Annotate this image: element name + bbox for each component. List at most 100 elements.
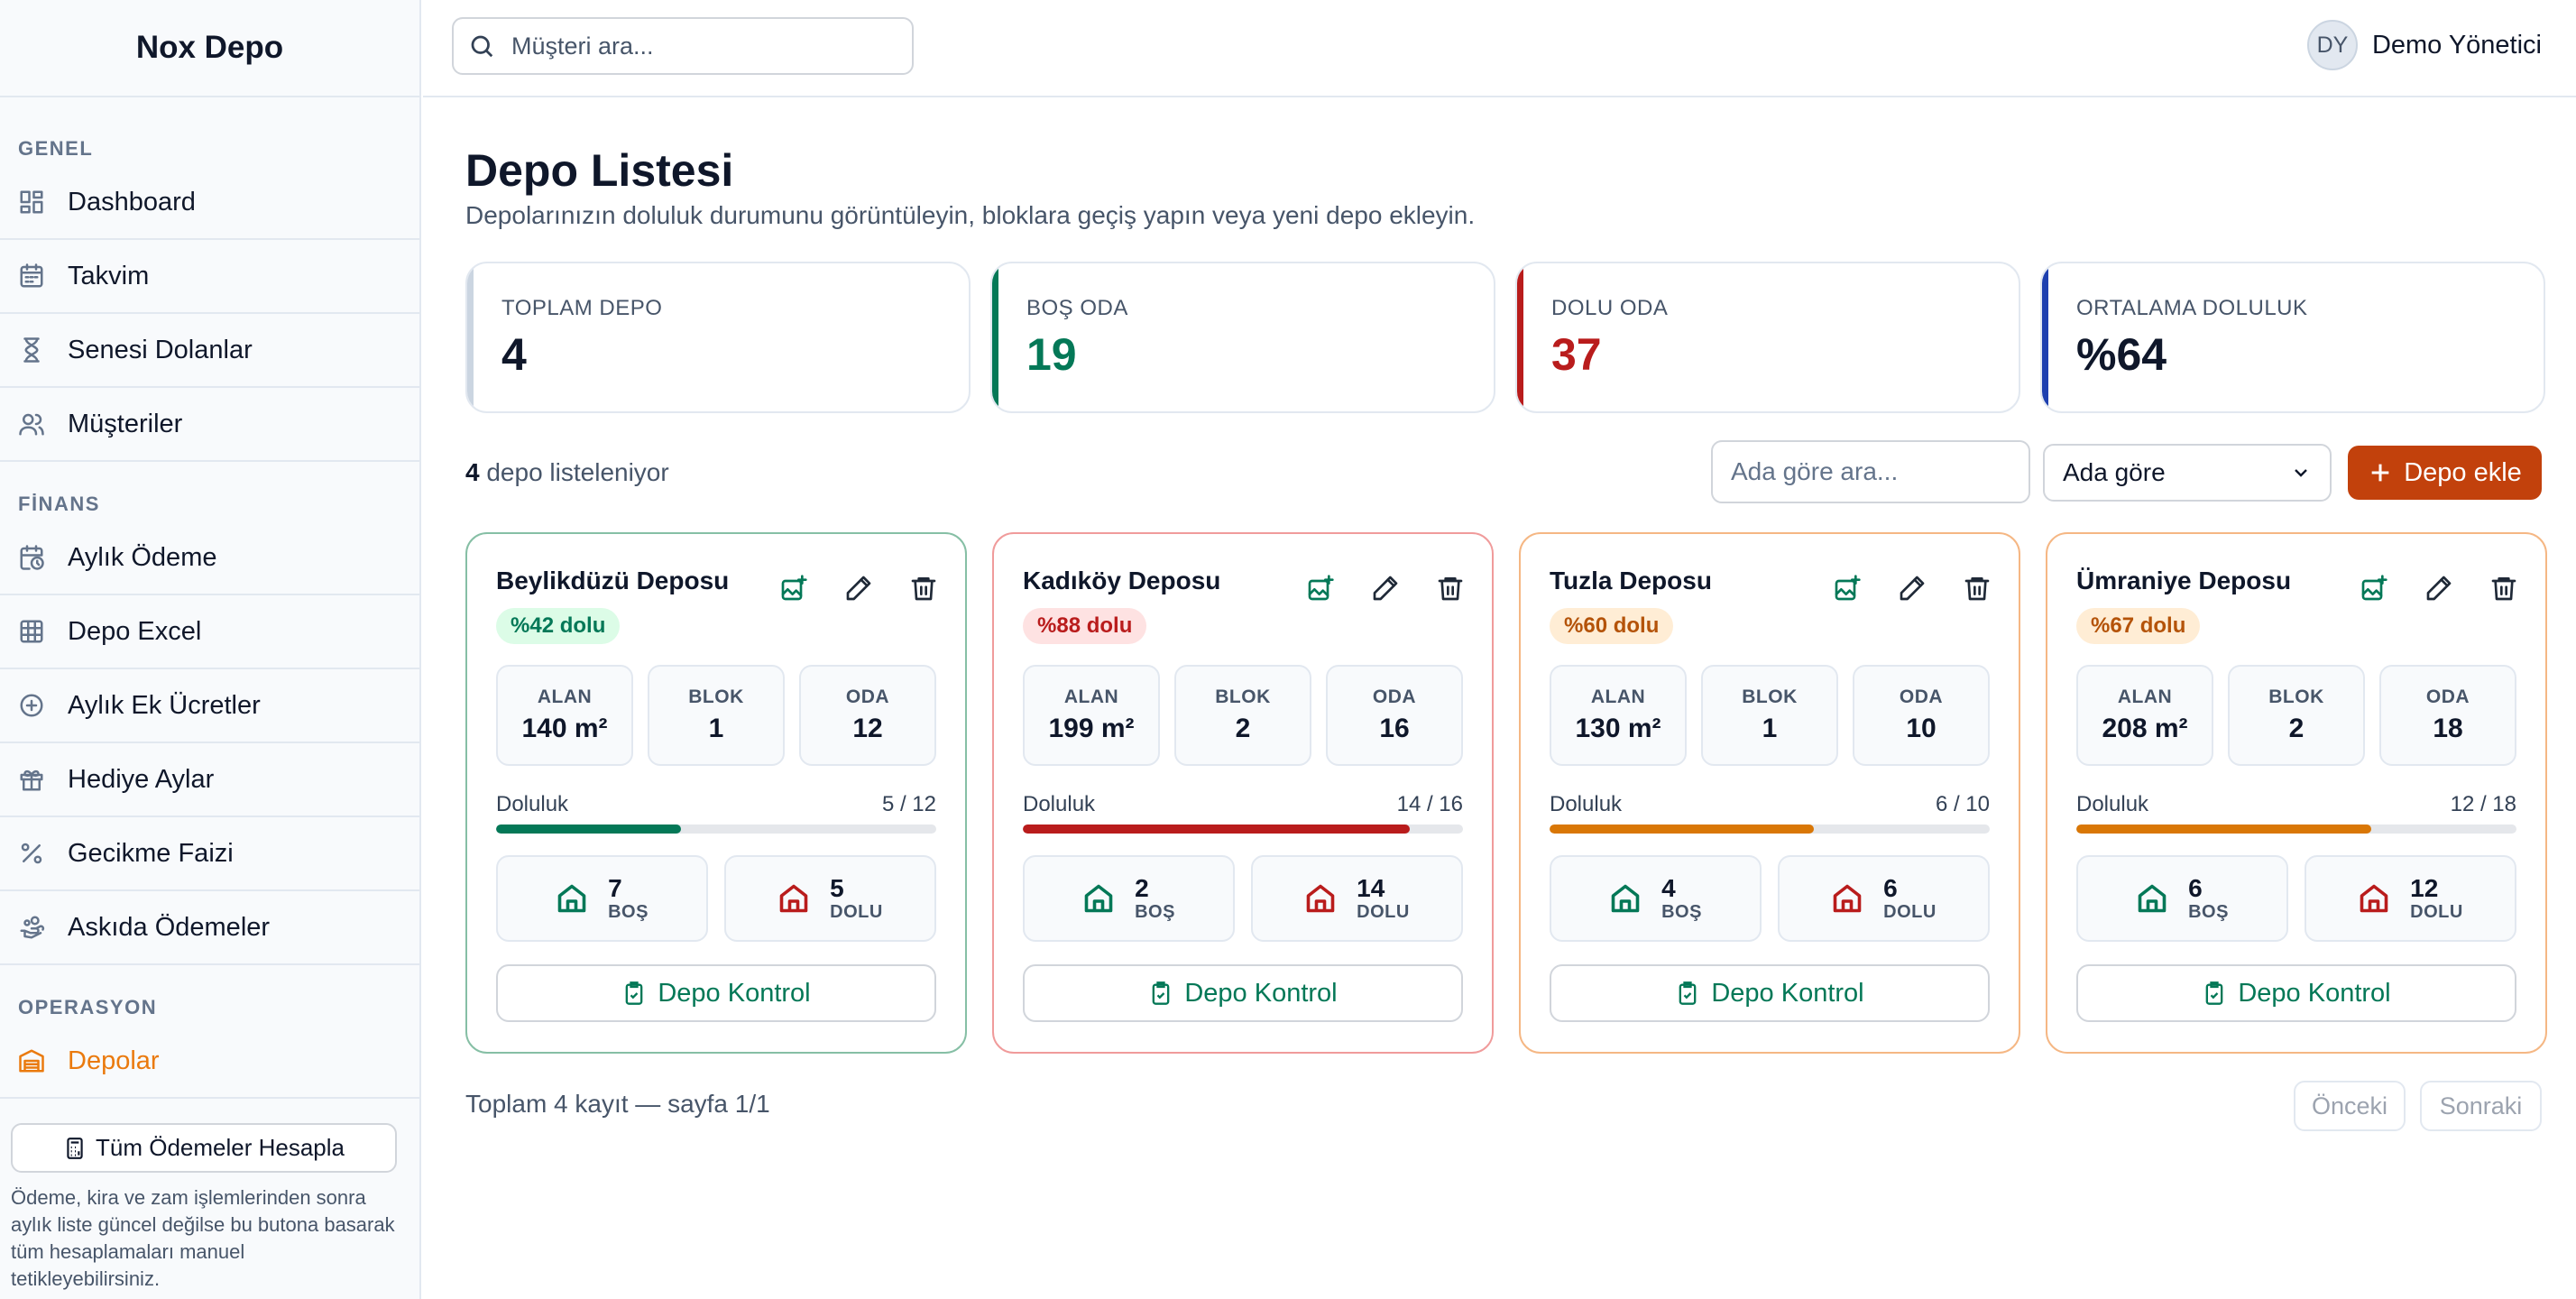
occupancy-label: Doluluk — [1550, 792, 1623, 816]
add-warehouse-label: Depo ekle — [2404, 457, 2522, 487]
sort-select-value: Ada göre — [2063, 458, 2166, 486]
occupancy-ratio: 12 / 18 — [2450, 792, 2516, 816]
warehouse-name: Kadıköy Deposu — [1023, 567, 1221, 594]
control-button-label: Depo Kontrol — [658, 978, 811, 1008]
sidebar-item-musteriler[interactable]: Müşteriler — [0, 388, 419, 462]
prev-page-button[interactable]: Önceki — [2294, 1081, 2406, 1131]
warehouse-card[interactable]: Tuzla Deposu %60 dolu ALAN 130 m² BLOK 1 ODA 10… — [1519, 532, 2020, 1054]
full-rooms: 12 DOLU — [2305, 855, 2516, 942]
house-full-icon — [2360, 884, 2388, 913]
house-empty-icon — [2138, 884, 2167, 913]
metric-label: ODA — [1899, 686, 1944, 707]
sidebar-item-aylik-ek-ucretler[interactable]: Aylık Ek Ücretler — [0, 669, 419, 743]
add-warehouse-button[interactable]: Depo ekle — [2348, 446, 2542, 500]
table-icon — [20, 620, 43, 643]
warehouse-control-button[interactable]: Depo Kontrol — [1550, 964, 1990, 1022]
full-rooms: 5 DOLU — [724, 855, 936, 942]
delete-icon[interactable] — [1963, 574, 1992, 603]
calc-note: Ödeme, kira ve zam işlemlerinden sonra a… — [11, 1186, 395, 1290]
delete-icon[interactable] — [2489, 574, 2518, 603]
house-full-icon — [1306, 884, 1335, 913]
edit-icon[interactable] — [844, 574, 873, 603]
gift-icon — [20, 769, 43, 791]
customer-search-input[interactable] — [511, 32, 890, 60]
stat-value: 19 — [1026, 329, 1077, 380]
full-rooms-label: DOLU — [1883, 901, 1937, 922]
stat-value: 37 — [1551, 329, 1602, 380]
result-count-suffix: depo listeleniyor — [486, 458, 669, 486]
sidebar-item-aylik-odeme[interactable]: Aylık Ödeme — [0, 521, 419, 595]
customer-search[interactable] — [452, 17, 914, 75]
sidebar-item-askida-odemeler[interactable]: Askıda Ödemeler — [0, 891, 419, 965]
full-rooms-count: 5 — [830, 873, 844, 902]
sidebar-item-label: Dashboard — [68, 187, 196, 216]
metric-label: ODA — [1372, 686, 1417, 707]
clipboard-check-icon — [1679, 981, 1697, 1005]
percent-icon — [21, 843, 42, 864]
sidebar: Nox Depo GENEL Dashboard Takvim Senesi D… — [0, 0, 421, 1299]
edit-icon[interactable] — [2424, 574, 2453, 603]
sidebar-item-takvim[interactable]: Takvim — [0, 240, 419, 314]
house-empty-icon — [1611, 884, 1640, 913]
user-name: Demo Yönetici — [2371, 30, 2542, 60]
warehouse-control-button[interactable]: Depo Kontrol — [1023, 964, 1463, 1022]
calendar-clock-icon — [20, 545, 44, 570]
warehouse-card[interactable]: Beylikdüzü Deposu %42 dolu ALAN 140 m² BLOK 1… — [465, 532, 967, 1054]
warehouse-control-button[interactable]: Depo Kontrol — [496, 964, 936, 1022]
occupancy-progress — [1023, 825, 1463, 834]
warehouse-card[interactable]: Ümraniye Deposu %67 dolu ALAN 208 m² BLOK 2 OD… — [2046, 532, 2547, 1054]
edit-icon[interactable] — [1898, 574, 1927, 603]
empty-rooms-text: 7 BOŞ — [608, 874, 649, 923]
full-rooms-text: 5 DOLU — [830, 873, 883, 923]
topbar: DY Demo Yönetici — [423, 0, 2576, 97]
delete-icon[interactable] — [1436, 574, 1465, 603]
metric-value: 199 m² — [1048, 714, 1135, 743]
sidebar-item-hediye-aylar[interactable]: Hediye Aylar — [0, 743, 419, 817]
occupancy-progress-fill — [2076, 825, 2371, 834]
stat-label: DOLU ODA — [1551, 296, 1669, 320]
warehouse-name: Ümraniye Deposu — [2076, 567, 2292, 594]
image-upload-icon[interactable] — [779, 574, 808, 603]
delete-icon[interactable] — [909, 574, 938, 603]
user-menu[interactable]: DY Demo Yönetici — [2306, 20, 2542, 70]
occupancy-badge: %88 dolu — [1023, 608, 1147, 644]
image-upload-icon[interactable] — [1833, 574, 1862, 603]
hand-coins-icon — [20, 916, 45, 939]
section-title-finans: FİNANS — [18, 493, 100, 515]
name-filter-input[interactable] — [1711, 440, 2030, 503]
card-actions — [1833, 574, 1992, 603]
full-rooms-label: DOLU — [830, 901, 883, 922]
warehouse-control-button[interactable]: Depo Kontrol — [2076, 964, 2516, 1022]
chevron-down-icon — [2295, 469, 2307, 477]
sidebar-item-label: Aylık Ödeme — [68, 542, 217, 572]
calc-button-label: Tüm Ödemeler Hesapla — [96, 1134, 345, 1161]
calculator-icon — [67, 1137, 83, 1159]
edit-icon[interactable] — [1371, 574, 1400, 603]
occupancy-ratio: 14 / 16 — [1396, 792, 1463, 816]
metric-label: BLOK — [2268, 686, 2324, 707]
sidebar-item-depo-excel[interactable]: Depo Excel — [0, 595, 419, 669]
card-actions — [779, 574, 938, 603]
sidebar-item-label: Hediye Aylar — [68, 764, 215, 794]
stat-label: TOPLAM DEPO — [501, 296, 663, 320]
sidebar-item-senesi-dolanlar[interactable]: Senesi Dolanlar — [0, 314, 419, 388]
image-upload-icon[interactable] — [2360, 574, 2388, 603]
occupancy-progress — [2076, 825, 2516, 834]
sidebar-item-depolar[interactable]: Depolar — [0, 1025, 419, 1099]
image-upload-icon[interactable] — [1306, 574, 1335, 603]
sidebar-item-label: Askıda Ödemeler — [68, 912, 271, 942]
next-page-button[interactable]: Sonraki — [2420, 1081, 2542, 1131]
metric-value: 140 m² — [521, 714, 608, 743]
sort-select[interactable]: Ada göre — [2043, 444, 2332, 502]
house-empty-icon — [557, 884, 586, 913]
calculate-all-payments-button[interactable]: Tüm Ödemeler Hesapla — [11, 1123, 397, 1173]
sidebar-item-dashboard[interactable]: Dashboard — [0, 166, 419, 240]
full-rooms-label: DOLU — [1357, 901, 1410, 922]
warehouse-card[interactable]: Kadıköy Deposu %88 dolu ALAN 199 m² BLOK 2 ODA… — [992, 532, 1494, 1054]
metric-label: BLOK — [1742, 686, 1798, 707]
sidebar-item-gecikme-faizi[interactable]: Gecikme Faizi — [0, 817, 419, 891]
stat-accent-bar — [1517, 263, 1523, 411]
result-count-number: 4 — [465, 458, 480, 486]
metric-value: 18 — [2433, 714, 2463, 743]
house-full-icon — [1833, 884, 1862, 913]
